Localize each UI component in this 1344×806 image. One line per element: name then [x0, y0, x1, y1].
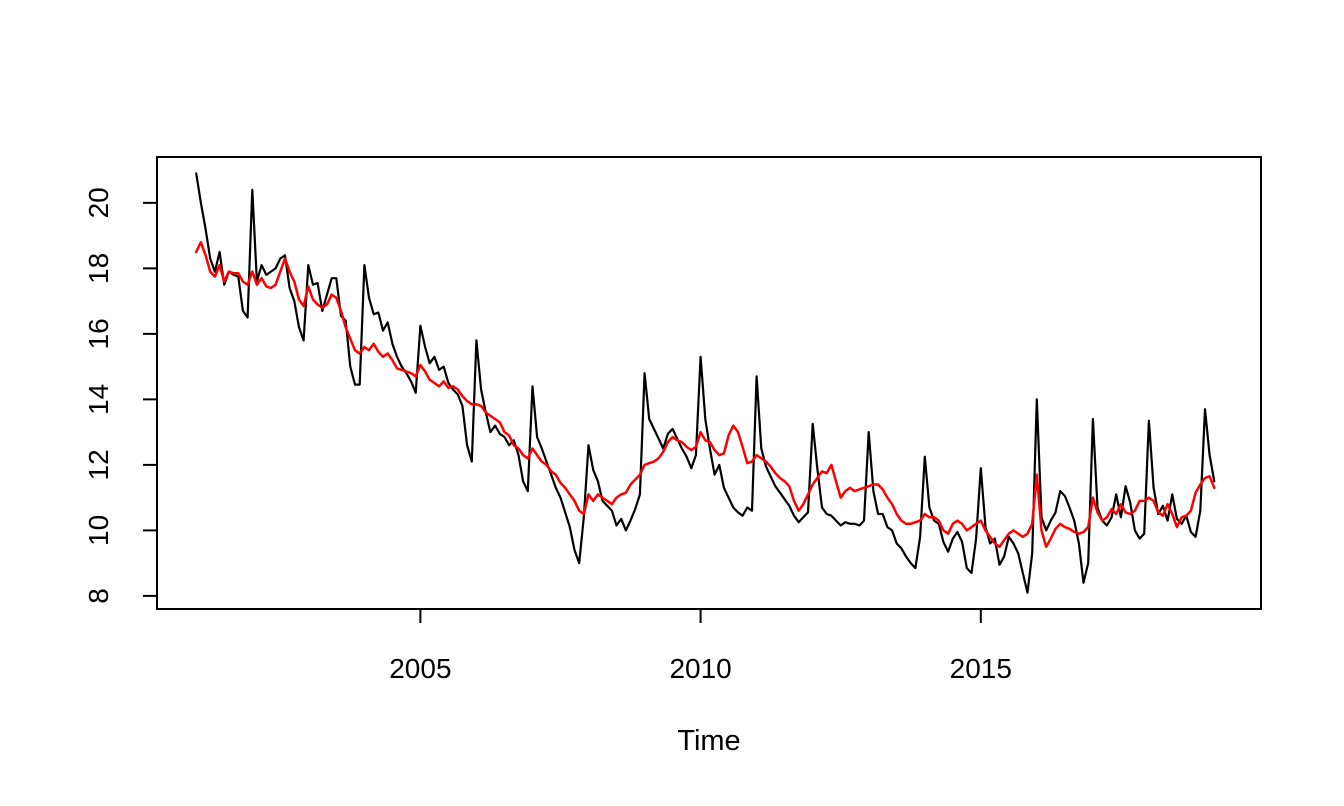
series-black-observed	[195, 172, 1216, 594]
x-tick-label: 2005	[389, 653, 451, 684]
y-tick-label: 10	[83, 515, 114, 546]
y-tick-label: 20	[83, 187, 114, 218]
x-axis-title: Time	[677, 725, 740, 757]
x-axis-tick-labels: 2005 2010 2015	[389, 653, 1012, 684]
x-axis-ticks	[419, 609, 982, 623]
y-axis-tick-labels: 8 10 12 14 16 18 20	[83, 187, 114, 603]
y-tick-label: 14	[83, 384, 114, 415]
y-tick-label: 18	[83, 253, 114, 284]
y-tick-label: 8	[83, 588, 114, 604]
series-red-smoothed	[194, 240, 1216, 549]
y-tick-label: 12	[83, 449, 114, 480]
y-tick-label: 16	[83, 318, 114, 349]
x-tick-label: 2015	[950, 653, 1012, 684]
series-group	[194, 172, 1216, 594]
y-axis-ticks	[143, 201, 157, 597]
plot-box	[156, 156, 1262, 610]
x-tick-label: 2010	[669, 653, 731, 684]
